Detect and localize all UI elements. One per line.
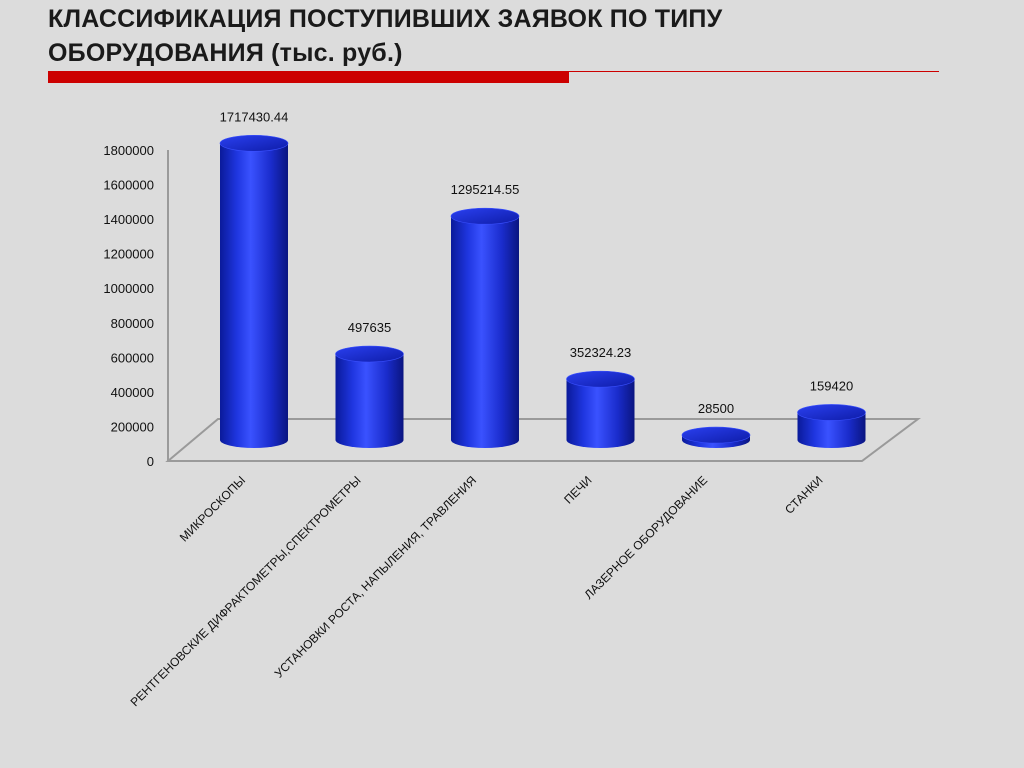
bar-body — [797, 412, 866, 448]
y-tick-label: 1800000 — [103, 143, 154, 158]
data-label: 1717430.44 — [220, 109, 289, 124]
x-tick-label: УСТАНОВКИ РОСТА, НАПЫЛЕНИЯ, ТРАВЛЕНИЯ — [272, 473, 479, 680]
data-label: 352324.23 — [570, 345, 631, 360]
x-tick-label: МИКРОСКОПЫ — [177, 473, 248, 544]
x-tick-label: СТАНКИ — [782, 473, 825, 516]
y-tick-label: 1400000 — [103, 212, 154, 227]
bar-cap — [566, 370, 635, 388]
data-label: 28500 — [698, 401, 734, 416]
data-label: 159420 — [810, 378, 853, 393]
y-tick-label: 800000 — [111, 316, 154, 331]
bar-cap — [335, 345, 404, 363]
bar-body — [335, 354, 404, 448]
y-tick-label: 400000 — [111, 385, 154, 400]
bar-body — [451, 216, 519, 448]
y-tick-label: 1000000 — [103, 281, 154, 296]
bar — [335, 345, 404, 448]
title-line-2: ОБОРУДОВАНИЯ (тыс. руб.) — [48, 39, 403, 67]
bar — [681, 426, 751, 448]
bar-body — [566, 379, 635, 448]
bar — [450, 207, 520, 448]
y-tick-label: 1600000 — [103, 178, 154, 193]
x-tick-label: ПЕЧИ — [561, 473, 594, 506]
bar-cap — [450, 207, 520, 225]
title-line-1: КЛАССИФИКАЦИЯ ПОСТУПИВШИХ ЗАЯВОК ПО ТИПУ — [48, 5, 723, 33]
y-tick-label: 200000 — [111, 419, 154, 434]
y-tick-label: 1200000 — [103, 247, 154, 262]
y-tick-label: 0 — [147, 454, 154, 469]
bar — [566, 370, 635, 448]
bar-cap — [681, 426, 751, 444]
bar-cap — [797, 404, 866, 421]
bar-cap — [219, 134, 289, 152]
bar-body — [220, 143, 288, 449]
bar — [219, 134, 289, 449]
bar — [797, 404, 866, 448]
page-title: КЛАССИФИКАЦИЯ ПОСТУПИВШИХ ЗАЯВОК ПО ТИПУ… — [48, 2, 948, 70]
data-label: 1295214.55 — [451, 182, 520, 197]
x-tick-label: РЕНТГЕНОВСКИЕ ДИФРАКТОМЕТРЫ,СПЕКТРОМЕТРЫ — [128, 473, 364, 709]
title-underline-accent — [48, 72, 569, 83]
y-tick-label: 600000 — [111, 350, 154, 365]
x-tick-label: ЛАЗЕРНОЕ ОБОРУДОВАНИЕ — [581, 473, 710, 602]
data-label: 497635 — [348, 320, 391, 335]
title-underline-thin — [48, 71, 939, 72]
